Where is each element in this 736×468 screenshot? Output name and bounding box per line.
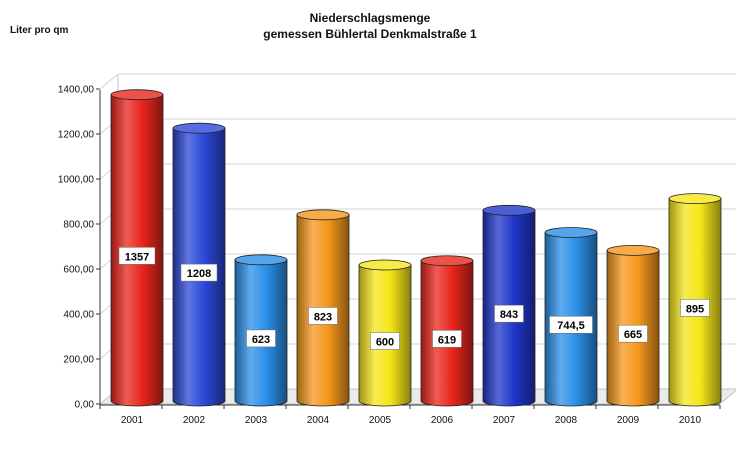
x-tick-label: 2001: [121, 415, 144, 426]
y-axis-label: Liter pro qm: [10, 25, 68, 36]
x-tick-label: 2008: [555, 415, 578, 426]
bar-2001: 1357: [110, 89, 164, 407]
y-tick-label: 1000,00: [58, 175, 95, 186]
gridline-depth: [99, 73, 119, 90]
bar-2010: 895: [668, 193, 722, 407]
data-label: 1357: [125, 251, 149, 263]
chart-title: Niederschlagsmenge: [310, 11, 431, 25]
data-label-box: [618, 324, 648, 343]
x-axis-ticks: [99, 405, 721, 409]
bar-top: [544, 227, 598, 238]
bar-top: [606, 244, 660, 256]
data-label-box: [308, 307, 338, 325]
data-label-box: [246, 329, 276, 348]
data-label: 744,5: [557, 320, 585, 332]
bar-top: [420, 255, 474, 267]
bar-series: 1357 1208 623 823 600 619 843 744,5 665 895: [110, 89, 722, 407]
bar-2003: 623: [234, 254, 288, 407]
bar-top: [296, 209, 350, 221]
data-label-box: [180, 263, 218, 282]
data-label-box: [680, 299, 710, 317]
data-label: 823: [314, 311, 332, 323]
data-label: 1208: [187, 268, 211, 280]
x-tick-label: 2004: [307, 415, 330, 426]
y-axis-ticks: 0,00 200,00 400,00 600,00 800,00 1000,00 1200,…: [58, 85, 100, 411]
data-label-box: [432, 330, 462, 348]
bar-2004: 823: [296, 209, 350, 407]
bar-2007: 843: [482, 204, 536, 407]
bar-2002: 1208: [172, 122, 226, 407]
x-axis-labels: 2001 2002 2003 2004 2005 2006 2007 2008 2009 2010: [121, 415, 702, 426]
bar-2009: 665: [606, 244, 660, 407]
chart-subtitle: gemessen Bühlertal Denkmalstraße 1: [263, 27, 477, 41]
bar-top: [482, 204, 536, 216]
x-tick-label: 2005: [369, 415, 392, 426]
data-label: 623: [252, 334, 270, 346]
data-label: 895: [686, 303, 704, 315]
y-tick-label: 400,00: [63, 310, 94, 321]
data-label-box: [118, 247, 156, 265]
bar-top: [668, 193, 722, 205]
y-tick-label: 600,00: [63, 265, 94, 276]
data-label: 600: [376, 337, 394, 349]
bar-top: [172, 122, 226, 134]
bar-top: [110, 89, 164, 101]
x-tick-label: 2006: [431, 415, 454, 426]
bar-2008: 744,5: [544, 227, 598, 407]
y-tick-label: 0,00: [75, 400, 95, 411]
x-tick-label: 2003: [245, 415, 268, 426]
x-tick-label: 2007: [493, 415, 516, 426]
data-label-box: [370, 332, 400, 350]
y-tick-label: 800,00: [63, 220, 94, 231]
y-tick-label: 1400,00: [58, 85, 95, 96]
bar-2006: 619: [420, 255, 474, 407]
bar-top: [234, 254, 288, 266]
data-label-box: [494, 304, 524, 323]
data-label: 619: [438, 334, 456, 346]
data-label: 665: [624, 329, 642, 341]
data-label-box: [549, 315, 593, 334]
y-tick-label: 1200,00: [58, 130, 95, 141]
bar-2005: 600: [358, 259, 412, 407]
x-tick-label: 2002: [183, 415, 206, 426]
y-tick-label: 200,00: [63, 355, 94, 366]
bar-top: [358, 259, 412, 271]
x-tick-label: 2010: [679, 415, 702, 426]
data-label: 843: [500, 309, 518, 321]
x-tick-label: 2009: [617, 415, 640, 426]
